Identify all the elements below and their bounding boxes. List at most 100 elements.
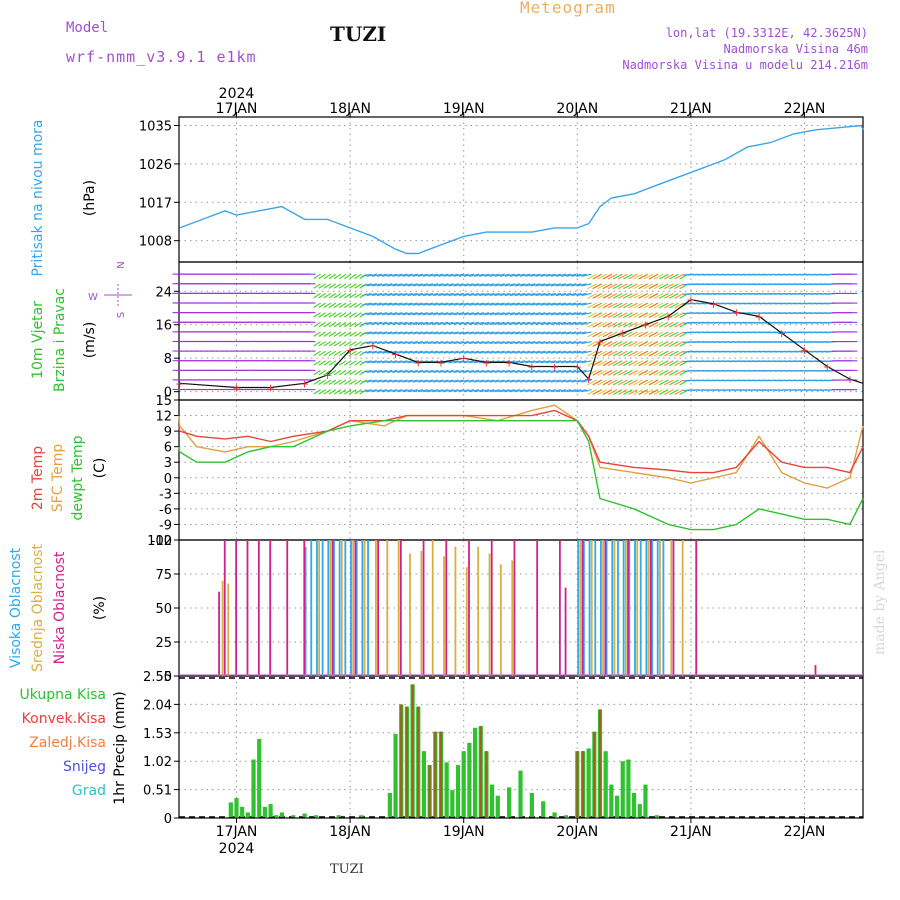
wind-arrow: [658, 369, 669, 376]
wind-arrow: [484, 389, 495, 393]
wind-arrow: [376, 331, 388, 335]
wind-arrow: [397, 302, 408, 306]
wind-arrow: [545, 292, 556, 297]
cloud-bar-0: [321, 540, 324, 676]
wind-arrow: [361, 369, 372, 374]
wind-arrow: [463, 341, 475, 345]
wind-arrow: [489, 292, 500, 297]
wind-arrow: [504, 341, 515, 345]
wind-arrow: [313, 389, 321, 395]
wind-arrow: [633, 292, 643, 299]
wind-gust-mark: +: [800, 344, 809, 357]
day-label-bottom: 17JAN: [216, 824, 258, 840]
wind-arrow: [560, 369, 572, 374]
wind-arrow: [633, 350, 643, 357]
precip-total-bar: [552, 812, 557, 817]
wind-arrow: [463, 331, 475, 335]
wind-arrow: [571, 360, 582, 364]
wind-arrow: [571, 292, 582, 297]
wind-arrow: [514, 302, 526, 306]
wind-arrow: [499, 350, 510, 354]
wind-arrow: [453, 302, 464, 306]
wind-arrow: [658, 312, 669, 319]
wind-arrow: [468, 283, 480, 287]
wind-arrow: [525, 379, 536, 383]
wind-arrow: [602, 273, 613, 280]
wind-arrow: [489, 341, 500, 345]
wind-arrow: [612, 341, 623, 347]
wind-arrow: [623, 302, 633, 309]
wind-arrow: [428, 321, 439, 325]
wind-arrow: [407, 312, 418, 316]
wind-arrow: [489, 331, 500, 335]
wind-arrow: [628, 379, 638, 386]
wind-arrow: [618, 341, 628, 347]
wind-arrow: [648, 331, 659, 338]
wind-arrow: [402, 379, 413, 383]
wind-arrow: [474, 273, 485, 277]
wind-arrow: [313, 369, 321, 376]
wind-arrow: [525, 292, 536, 297]
wind-arrow: [463, 350, 475, 354]
cloud-bar-1: [488, 553, 491, 676]
wind-arrow: [499, 389, 510, 393]
wind-arrow: [566, 389, 577, 393]
wind-arrow: [412, 302, 423, 306]
wind-arrow: [499, 302, 510, 306]
wind-arrow: [664, 273, 674, 280]
wind-arrow: [412, 312, 423, 316]
wind-arrow: [484, 321, 495, 325]
cloud-bar-1: [443, 556, 445, 676]
wind-arrow: [597, 389, 608, 395]
wind-arrow: [560, 302, 572, 306]
precip-legend-3: Snijeg: [63, 759, 106, 775]
wind-gust-mark: +: [754, 310, 763, 323]
wind-arrow: [371, 321, 383, 325]
precip-total-bar: [268, 804, 273, 817]
wind-arrow: [443, 379, 454, 383]
wind-arrow: [349, 369, 357, 376]
precip-total-bar: [234, 797, 239, 817]
wind-arrow: [653, 360, 664, 367]
wind-arrow: [392, 321, 403, 325]
wind-arrow: [458, 389, 469, 393]
cloud-bar-0: [310, 540, 313, 676]
wind-arrow: [514, 331, 526, 335]
wind-arrow: [623, 321, 633, 328]
wind-arrow: [612, 389, 623, 395]
wind-arrow: [433, 389, 444, 393]
wind-arrow: [555, 341, 567, 345]
wind-arrow: [530, 273, 541, 277]
wind-arrow: [658, 273, 669, 280]
wind-arrow: [354, 283, 362, 289]
wind-arrow: [514, 379, 526, 383]
wind-arrow: [514, 273, 526, 277]
wind-arrow: [458, 312, 469, 316]
wind-arrow: [407, 273, 418, 277]
wind-arrow: [514, 350, 526, 354]
wind-unit-label: (m/s): [82, 322, 98, 359]
wind-arrow: [344, 389, 352, 395]
cloud-bar-0: [582, 540, 585, 676]
wind-arrow: [354, 292, 362, 299]
cloud-bar-1: [454, 546, 457, 676]
wind-arrow: [371, 312, 383, 316]
wind-arrow: [417, 283, 429, 287]
wind-arrow: [387, 292, 398, 297]
wind-arrow: [555, 350, 567, 354]
high-cloud-ylabel: Visoka Oblacnost: [8, 547, 24, 668]
wind-arrow: [433, 369, 444, 374]
wind-arrow: [366, 350, 377, 354]
wind-gust-mark: +: [709, 298, 718, 311]
wind-arrow: [623, 350, 633, 357]
ytick-label-pressure: 1008: [139, 235, 172, 250]
wind-arrow: [520, 360, 531, 364]
cloud-bar-1: [579, 540, 582, 676]
wind-arrow: [474, 369, 485, 374]
wind-arrow: [560, 389, 572, 393]
wind-gust-mark: +: [823, 361, 832, 374]
wind-arrow: [428, 292, 439, 297]
wind-arrow: [349, 331, 357, 337]
wind-arrow: [648, 283, 659, 290]
wind-arrow: [545, 369, 556, 374]
